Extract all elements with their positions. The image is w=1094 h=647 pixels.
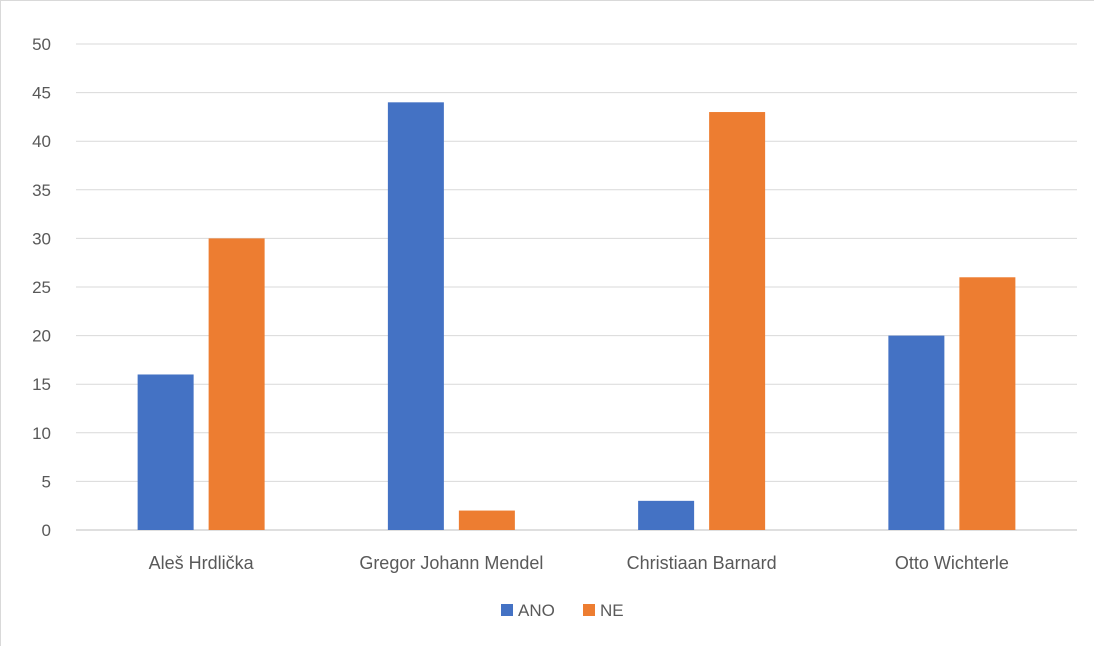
y-tick-label: 45 xyxy=(32,84,51,103)
legend-label-ne: NE xyxy=(600,601,624,620)
bar-ne-3 xyxy=(709,112,766,530)
y-tick-label: 25 xyxy=(32,278,51,297)
y-tick-label: 0 xyxy=(42,521,51,540)
y-tick-label: 10 xyxy=(32,424,51,443)
legend-swatch-ano xyxy=(501,604,513,616)
legend-swatch-ne xyxy=(583,604,595,616)
bar-ano-1 xyxy=(137,374,194,530)
x-category-label: Christiaan Barnard xyxy=(627,553,777,573)
y-tick-label: 20 xyxy=(32,327,51,346)
y-tick-label: 50 xyxy=(32,35,51,54)
bar-ne-1 xyxy=(208,238,265,530)
bars xyxy=(137,102,1016,530)
bar-ano-2 xyxy=(387,102,444,530)
y-tick-label: 40 xyxy=(32,132,51,151)
bar-ano-3 xyxy=(638,500,695,530)
x-category-label: Gregor Johann Mendel xyxy=(359,553,543,573)
bar-ne-4 xyxy=(959,277,1016,530)
x-axis: Aleš Hrdlička Gregor Johann Mendel Christi… xyxy=(149,553,1009,573)
y-axis: 0 5 10 15 20 25 30 35 40 45 50 xyxy=(32,35,51,540)
x-category-label: Aleš Hrdlička xyxy=(149,553,255,573)
y-tick-label: 35 xyxy=(32,181,51,200)
y-tick-label: 5 xyxy=(42,472,51,491)
y-tick-label: 30 xyxy=(32,229,51,248)
bar-ne-2 xyxy=(458,510,515,530)
x-category-label: Otto Wichterle xyxy=(895,553,1009,573)
legend-label-ano: ANO xyxy=(518,601,555,620)
bar-ano-4 xyxy=(888,335,945,530)
legend: ANO NE xyxy=(501,601,624,620)
y-tick-label: 15 xyxy=(32,375,51,394)
